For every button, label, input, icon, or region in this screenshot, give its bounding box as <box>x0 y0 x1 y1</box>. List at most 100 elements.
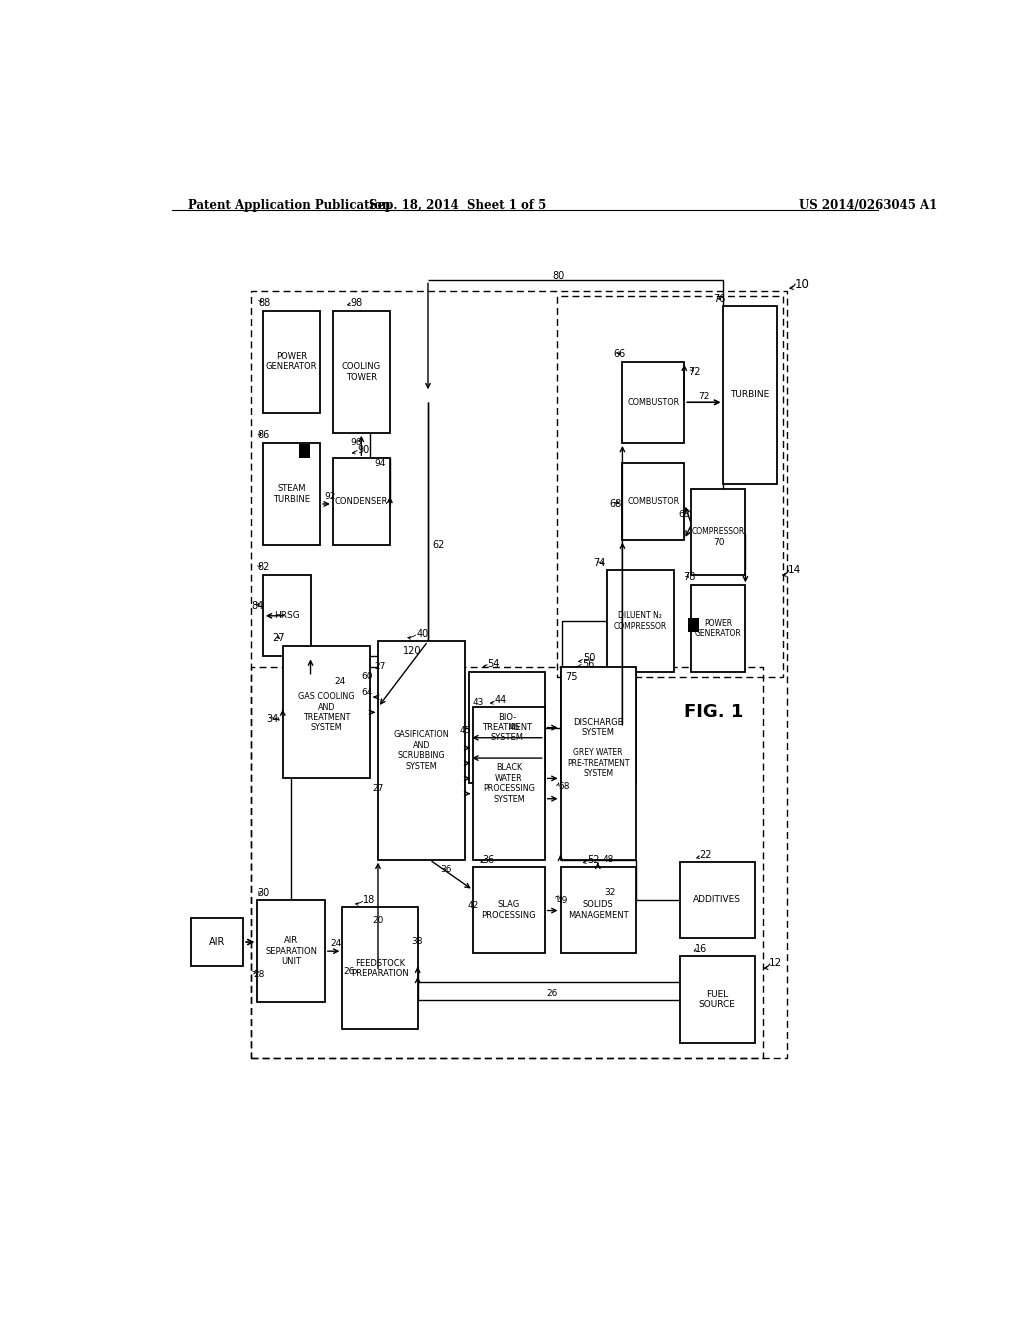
Text: 60: 60 <box>361 672 373 681</box>
Bar <box>342 907 418 1030</box>
Text: 52: 52 <box>587 855 599 865</box>
Text: AIR
SEPARATION
UNIT: AIR SEPARATION UNIT <box>265 936 317 966</box>
Text: ADDITIVES: ADDITIVES <box>693 895 741 904</box>
Text: 56: 56 <box>582 659 594 668</box>
Text: HRSG: HRSG <box>273 611 300 620</box>
Text: 14: 14 <box>788 565 802 576</box>
Bar <box>263 576 310 656</box>
Bar <box>473 708 545 859</box>
Text: 50: 50 <box>583 653 595 664</box>
Text: GAS COOLING
AND
TREATMENT
SYSTEM: GAS COOLING AND TREATMENT SYSTEM <box>298 692 354 733</box>
Text: 82: 82 <box>257 562 269 572</box>
Text: TURBINE: TURBINE <box>730 391 770 399</box>
Bar <box>560 672 636 784</box>
Text: 80: 80 <box>553 272 565 281</box>
Text: 38: 38 <box>412 936 423 945</box>
Text: 64: 64 <box>361 688 373 697</box>
Text: 72: 72 <box>688 367 700 376</box>
Bar <box>333 458 390 545</box>
Bar <box>191 917 243 966</box>
Text: FIG. 1: FIG. 1 <box>684 704 742 722</box>
Text: DISCHARGE
SYSTEM: DISCHARGE SYSTEM <box>573 718 624 738</box>
Bar <box>257 900 325 1002</box>
Bar <box>378 642 465 859</box>
Bar <box>623 463 684 540</box>
Text: 26: 26 <box>546 990 558 998</box>
Bar <box>560 867 636 953</box>
Bar <box>691 488 745 576</box>
Bar <box>680 956 755 1043</box>
Text: 30: 30 <box>257 888 269 898</box>
Text: FUEL
SOURCE: FUEL SOURCE <box>698 990 735 1010</box>
Text: 16: 16 <box>694 944 707 954</box>
Text: 34: 34 <box>266 714 279 725</box>
Bar <box>333 312 390 433</box>
Text: Sep. 18, 2014  Sheet 1 of 5: Sep. 18, 2014 Sheet 1 of 5 <box>369 199 546 213</box>
Bar <box>557 296 782 677</box>
Text: 46: 46 <box>509 723 520 733</box>
Text: 32: 32 <box>604 888 615 896</box>
Text: 88: 88 <box>258 298 270 308</box>
Text: POWER
GENERATOR: POWER GENERATOR <box>695 619 741 638</box>
Text: GASIFICATION
AND
SCRUBBING
SYSTEM: GASIFICATION AND SCRUBBING SYSTEM <box>394 730 450 771</box>
Text: 120: 120 <box>402 647 421 656</box>
Text: COMBUSTOR: COMBUSTOR <box>628 397 680 407</box>
Text: CONDENSER: CONDENSER <box>335 496 388 506</box>
Text: 84: 84 <box>251 601 263 611</box>
Text: 28: 28 <box>253 970 265 979</box>
Text: COMBUSTOR: COMBUSTOR <box>628 496 680 506</box>
Bar <box>723 306 777 483</box>
Text: POWER
GENERATOR: POWER GENERATOR <box>266 352 317 371</box>
Bar <box>263 312 321 412</box>
Bar <box>251 667 763 1057</box>
Text: 12: 12 <box>769 958 782 969</box>
Text: BIO-
TREATMENT
SYSTEM: BIO- TREATMENT SYSTEM <box>482 713 532 742</box>
Text: 27: 27 <box>374 663 385 671</box>
Text: 45: 45 <box>460 726 471 735</box>
Bar <box>299 444 309 458</box>
Text: GREY WATER
PRE-TREATMENT
SYSTEM: GREY WATER PRE-TREATMENT SYSTEM <box>567 748 630 777</box>
Bar <box>469 672 545 784</box>
Text: 27: 27 <box>373 784 384 793</box>
Text: 24: 24 <box>334 677 345 686</box>
Text: 40: 40 <box>416 630 428 639</box>
Text: Patent Application Publication: Patent Application Publication <box>187 199 390 213</box>
Text: 75: 75 <box>565 672 578 681</box>
Text: COMPRESSOR: COMPRESSOR <box>692 528 745 536</box>
Bar <box>283 647 370 779</box>
Text: 49: 49 <box>557 896 568 906</box>
Text: 54: 54 <box>487 659 500 668</box>
Bar <box>473 867 545 953</box>
Text: 18: 18 <box>362 895 375 906</box>
Bar <box>691 585 745 672</box>
Text: 43: 43 <box>472 698 483 706</box>
Text: 24: 24 <box>331 939 342 948</box>
Text: 20: 20 <box>373 916 384 925</box>
Text: 36: 36 <box>482 855 495 865</box>
Text: 74: 74 <box>593 558 605 568</box>
Text: 36: 36 <box>440 866 452 874</box>
Text: STEAM
TURBINE: STEAM TURBINE <box>273 484 310 503</box>
Text: FEEDSTOCK
PREPARATION: FEEDSTOCK PREPARATION <box>351 958 409 978</box>
Text: SLAG
PROCESSING: SLAG PROCESSING <box>481 900 537 920</box>
Text: 66: 66 <box>613 348 626 359</box>
Bar <box>560 667 636 859</box>
Text: 10: 10 <box>795 279 810 290</box>
Bar <box>251 290 786 1057</box>
Text: COOLING
TOWER: COOLING TOWER <box>342 362 381 381</box>
Text: 76: 76 <box>713 293 725 304</box>
Bar <box>688 618 699 632</box>
Bar <box>623 362 684 444</box>
Text: 48: 48 <box>602 855 614 865</box>
Text: 72: 72 <box>697 392 710 401</box>
Text: 86: 86 <box>257 430 269 440</box>
Text: 96: 96 <box>350 438 361 447</box>
Text: 92: 92 <box>324 492 336 502</box>
Text: 62: 62 <box>432 540 444 549</box>
Text: DILUENT N₂
COMPRESSOR: DILUENT N₂ COMPRESSOR <box>613 611 667 631</box>
Bar <box>680 862 755 939</box>
Text: 94: 94 <box>374 459 385 467</box>
Text: BLACK
WATER
PROCESSING
SYSTEM: BLACK WATER PROCESSING SYSTEM <box>483 763 535 804</box>
Bar <box>606 570 674 672</box>
Text: US 2014/0263045 A1: US 2014/0263045 A1 <box>799 199 937 213</box>
